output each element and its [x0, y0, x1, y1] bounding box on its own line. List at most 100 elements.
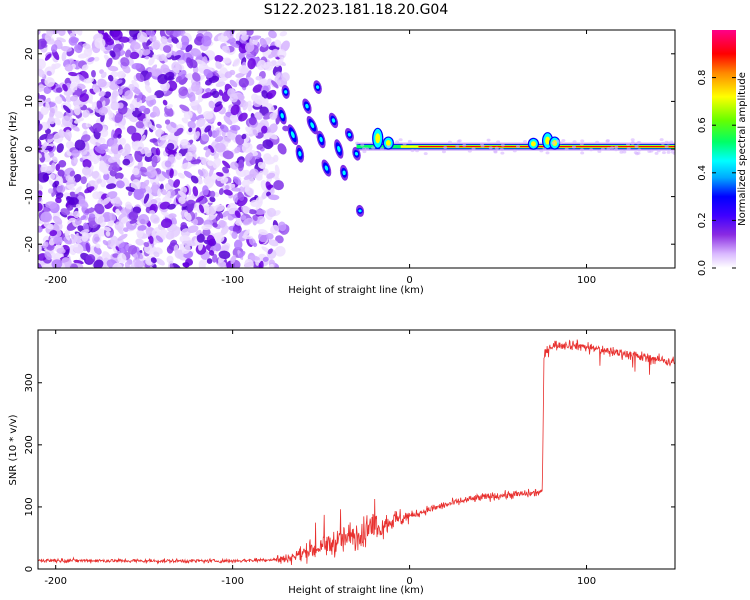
heatmap-noise-blob [38, 68, 45, 78]
heatmap-noise-blob [51, 63, 57, 70]
heatmap-noise-blob [124, 261, 130, 268]
heatmap-noise-blob [217, 260, 227, 268]
heatmap-noise-blob [155, 147, 161, 156]
heatmap-noise-blob [215, 61, 222, 70]
heatmap-streak-core [315, 85, 320, 89]
heatmap-noise-blob [244, 186, 254, 197]
heatmap-noise-blob [252, 129, 259, 137]
heatmap-faint-dot [493, 149, 498, 153]
heatmap-noise-blob [43, 222, 54, 230]
heatmap-faint-dot [355, 141, 360, 145]
heatmap-noise-blob [40, 106, 49, 115]
heatmap-noise-blob [137, 230, 144, 239]
colorbar-tick-label: 0.2 [697, 212, 708, 228]
heatmap-noise-blob [252, 84, 263, 93]
colorbar-gradient [712, 30, 736, 268]
heatmap-noise-blob [55, 192, 64, 199]
heatmap-noise-blob [212, 232, 223, 238]
heatmap-y-tick-label: 0 [24, 146, 35, 152]
heatmap-noise-blob [263, 61, 274, 71]
heatmap-x-axis-label: Height of straight line (km) [288, 285, 424, 296]
heatmap-noise-blob [111, 90, 120, 98]
heatmap-noise-blob [268, 263, 274, 268]
heatmap-faint-dot [523, 139, 528, 143]
heatmap-faint-dot [626, 142, 631, 146]
heatmap-noise-blob [191, 81, 201, 92]
snr-x-axis-label: Height of straight line (km) [288, 585, 424, 596]
heatmap-faint-dot [664, 140, 669, 144]
heatmap-noise-blob [255, 75, 262, 81]
heatmap-noise-blob [255, 173, 263, 181]
colorbar-label: Normalized spectral amplitude [737, 72, 748, 226]
heatmap-faint-dot [539, 149, 544, 153]
heatmap-noise-blob [46, 30, 51, 36]
heatmap-noise-blob [80, 134, 91, 143]
heatmap-noise-blob [192, 218, 199, 226]
heatmap-noise-blob [143, 242, 150, 248]
heatmap-noise-blob [266, 233, 274, 240]
heatmap-faint-dot [455, 144, 460, 148]
heatmap-noise-blob [26, 141, 38, 146]
heatmap-noise-blob [59, 94, 67, 102]
heatmap-noise-blob [70, 124, 80, 132]
heatmap-noise-blob [259, 78, 268, 84]
heatmap-faint-dot [622, 150, 627, 154]
heatmap-noise-blob [65, 95, 72, 103]
heatmap-noise-blob [121, 64, 131, 74]
heatmap-noise-blob [223, 115, 233, 126]
heatmap-noise-blob [101, 166, 109, 175]
heatmap-noise-blob [171, 61, 180, 72]
heatmap-noise-blob [225, 184, 230, 190]
heatmap-noise-blob [80, 215, 87, 221]
heatmap-noise-blob [262, 256, 269, 262]
heatmap-noise-blob [217, 121, 222, 126]
heatmap-noise-blob [151, 155, 158, 168]
heatmap-noise-blob [109, 50, 116, 58]
heatmap-noise-blob [131, 140, 144, 152]
heatmap-noise-blob [136, 92, 143, 103]
heatmap-x-tick-label: 100 [577, 275, 596, 286]
heatmap-x-tick-label: -200 [44, 275, 67, 286]
heatmap-noise-blob [123, 227, 129, 233]
heatmap-noise-blob [266, 207, 277, 217]
heatmap-faint-dot [365, 147, 370, 151]
heatmap-noise-blob [55, 87, 63, 93]
heatmap-noise-blob [241, 142, 253, 153]
heatmap-noise-blob [93, 259, 104, 268]
heatmap-noise-blob [68, 71, 78, 77]
heatmap-noise-blob [118, 123, 126, 130]
heatmap-noise-blob [233, 239, 243, 250]
heatmap-noise-blob [66, 184, 76, 191]
heatmap-noise-blob [40, 141, 48, 153]
heatmap-noise-blob [257, 161, 265, 169]
heatmap-noise-blob [281, 72, 290, 82]
heatmap-streak-core [319, 136, 323, 143]
heatmap-noise-blob [47, 188, 54, 194]
snr-x-tick-label: 0 [406, 576, 412, 587]
heatmap-faint-dot [619, 150, 624, 154]
heatmap-faint-dot [479, 142, 484, 146]
heatmap-faint-dot [630, 138, 635, 142]
heatmap-noise-blob [54, 96, 63, 105]
heatmap-noise-blob [46, 133, 55, 140]
colorbar-tick-label: 0.8 [697, 70, 708, 86]
heatmap-noise-blob [120, 57, 130, 67]
heatmap-noise-blob [54, 111, 64, 119]
heatmap-faint-dot [634, 144, 639, 148]
heatmap-noise-blob [267, 248, 273, 255]
heatmap-noise-blob [214, 142, 226, 153]
heatmap-noise-blob [137, 31, 148, 43]
heatmap-noise-blob [227, 88, 236, 98]
heatmap-noise-blob [272, 154, 279, 163]
heatmap-noise-blob [240, 30, 247, 36]
heatmap-noise-blob [213, 152, 219, 160]
heatmap-noise-blob [39, 133, 49, 141]
heatmap-noise-blob [107, 74, 114, 82]
heatmap-noise-blob [82, 109, 90, 118]
heatmap-noise-blob [61, 51, 67, 62]
heatmap-faint-dot [597, 150, 602, 154]
heatmap-noise-blob [134, 260, 144, 268]
heatmap-streak-core [305, 103, 309, 109]
heatmap-noise-blob [222, 166, 230, 174]
